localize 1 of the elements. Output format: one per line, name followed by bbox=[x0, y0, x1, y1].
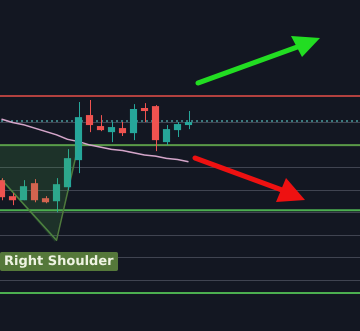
text: Right Shoulder bbox=[0, 252, 118, 271]
